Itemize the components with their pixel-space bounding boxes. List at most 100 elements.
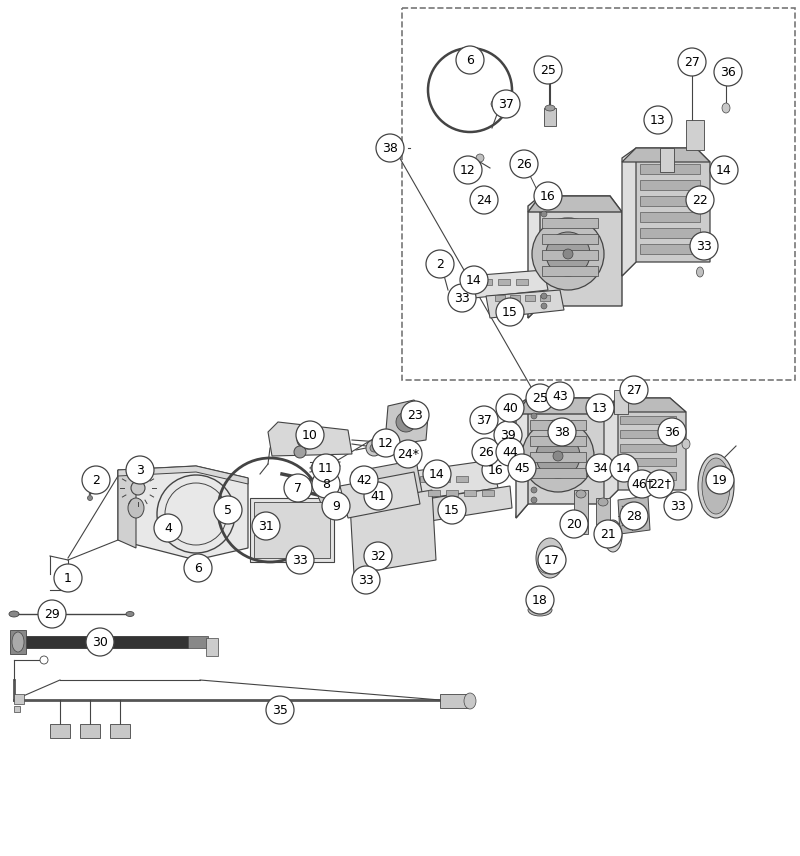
Polygon shape	[468, 270, 548, 298]
Circle shape	[284, 474, 312, 502]
Circle shape	[126, 456, 154, 484]
Polygon shape	[408, 460, 498, 500]
Ellipse shape	[698, 454, 734, 518]
Circle shape	[531, 487, 537, 493]
Bar	[530, 452, 586, 462]
Ellipse shape	[697, 267, 703, 277]
Ellipse shape	[491, 100, 499, 108]
Text: 25: 25	[540, 63, 556, 76]
Ellipse shape	[545, 105, 555, 111]
Circle shape	[541, 211, 547, 217]
Polygon shape	[118, 466, 248, 560]
Bar	[14, 636, 188, 648]
Circle shape	[534, 56, 562, 84]
Text: 34: 34	[592, 461, 608, 474]
Polygon shape	[386, 400, 428, 444]
Circle shape	[710, 156, 738, 184]
Circle shape	[714, 58, 742, 86]
Text: 12: 12	[378, 437, 394, 449]
Bar	[516, 279, 528, 285]
Bar	[544, 108, 556, 126]
Bar	[482, 490, 494, 496]
Ellipse shape	[437, 263, 443, 270]
Bar	[14, 706, 20, 712]
Circle shape	[312, 470, 340, 498]
Ellipse shape	[682, 439, 690, 449]
Bar	[420, 476, 432, 482]
Text: 26: 26	[516, 158, 532, 170]
Bar	[495, 295, 505, 301]
Circle shape	[508, 454, 536, 482]
Circle shape	[38, 600, 66, 628]
Polygon shape	[622, 148, 710, 276]
Polygon shape	[516, 398, 608, 518]
Bar	[530, 420, 586, 430]
Text: 14: 14	[616, 461, 632, 474]
Polygon shape	[622, 148, 636, 276]
Bar	[530, 468, 586, 478]
Bar	[640, 196, 700, 206]
Ellipse shape	[485, 444, 495, 456]
Circle shape	[184, 554, 212, 582]
Circle shape	[470, 406, 498, 434]
Ellipse shape	[546, 232, 590, 276]
Bar	[640, 228, 700, 238]
Ellipse shape	[532, 218, 604, 290]
Circle shape	[526, 586, 554, 614]
Circle shape	[541, 293, 547, 299]
Polygon shape	[352, 460, 422, 506]
Circle shape	[620, 376, 648, 404]
Text: 38: 38	[554, 425, 570, 438]
Text: 37: 37	[476, 413, 492, 426]
Bar	[510, 295, 520, 301]
Ellipse shape	[514, 463, 522, 469]
Circle shape	[86, 628, 114, 656]
Text: 10: 10	[302, 429, 318, 442]
Text: 35: 35	[272, 704, 288, 716]
Circle shape	[423, 460, 451, 488]
Ellipse shape	[563, 249, 573, 259]
Circle shape	[372, 429, 400, 457]
Circle shape	[350, 466, 378, 494]
Ellipse shape	[40, 656, 48, 664]
Circle shape	[252, 512, 280, 540]
Ellipse shape	[480, 418, 488, 426]
Circle shape	[482, 456, 510, 484]
Ellipse shape	[126, 611, 134, 616]
Circle shape	[538, 546, 566, 574]
Bar	[10, 630, 26, 654]
Text: 7: 7	[294, 482, 302, 495]
Text: 2: 2	[92, 473, 100, 486]
Bar	[80, 724, 100, 738]
Bar	[188, 636, 208, 648]
Circle shape	[82, 466, 110, 494]
Ellipse shape	[528, 592, 552, 604]
Bar	[620, 416, 676, 424]
Text: 27: 27	[626, 383, 642, 396]
Ellipse shape	[538, 558, 562, 574]
Ellipse shape	[604, 520, 622, 552]
Text: 23: 23	[407, 408, 423, 421]
Circle shape	[456, 46, 484, 74]
Circle shape	[364, 482, 392, 510]
Circle shape	[286, 546, 314, 574]
Circle shape	[472, 438, 500, 466]
Text: 6: 6	[466, 54, 474, 67]
Circle shape	[296, 421, 324, 449]
Polygon shape	[118, 466, 248, 484]
Ellipse shape	[476, 154, 484, 162]
Ellipse shape	[536, 434, 580, 478]
Ellipse shape	[294, 446, 306, 458]
Ellipse shape	[458, 297, 466, 307]
Ellipse shape	[702, 458, 730, 514]
Polygon shape	[528, 196, 622, 212]
Polygon shape	[618, 496, 650, 534]
Text: 46†: 46†	[631, 478, 653, 490]
Bar	[440, 694, 470, 708]
Text: 44: 44	[502, 445, 518, 459]
Ellipse shape	[131, 481, 145, 495]
Text: 29: 29	[44, 608, 60, 621]
Text: 33: 33	[358, 574, 374, 586]
Circle shape	[706, 466, 734, 494]
Circle shape	[426, 250, 454, 278]
